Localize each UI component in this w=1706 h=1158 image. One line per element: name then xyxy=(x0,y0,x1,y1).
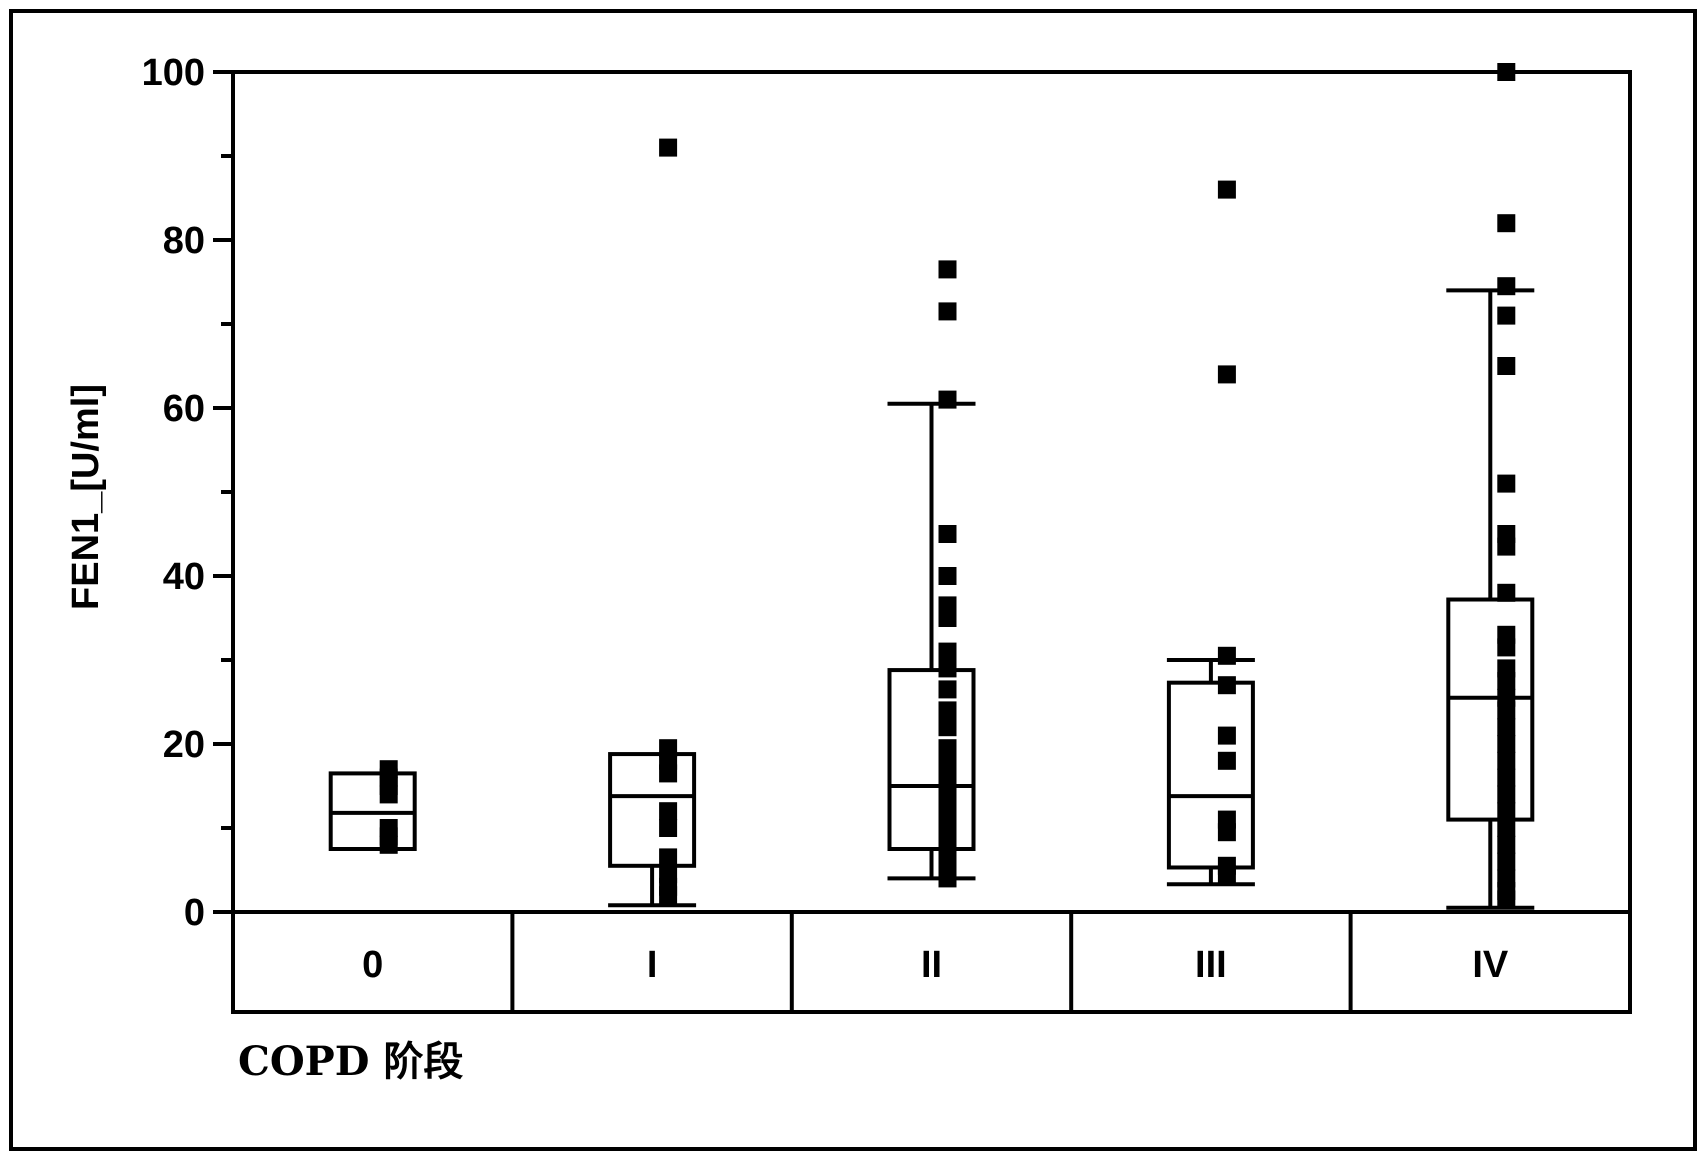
data-point xyxy=(659,764,677,782)
x-tick-label: III xyxy=(1195,944,1227,986)
data-point xyxy=(380,819,398,837)
x-axis: 0IIIIIIIV xyxy=(233,912,1630,1012)
data-point xyxy=(1497,890,1515,908)
box-iqr xyxy=(1169,683,1253,868)
data-point xyxy=(1497,638,1515,656)
box-iqr xyxy=(610,754,694,866)
data-point xyxy=(939,718,957,736)
data-point xyxy=(939,302,957,320)
y-tick-label: 60 xyxy=(163,388,205,430)
data-point xyxy=(1497,785,1515,803)
data-point xyxy=(939,567,957,585)
data-point xyxy=(659,802,677,820)
data-point xyxy=(1218,865,1236,883)
data-point xyxy=(1497,475,1515,493)
data-point xyxy=(1218,823,1236,841)
data-point xyxy=(939,525,957,543)
data-point xyxy=(939,260,957,278)
data-point xyxy=(1218,647,1236,665)
y-tick-label: 40 xyxy=(163,556,205,598)
data-point xyxy=(1218,676,1236,694)
data-point xyxy=(1497,672,1515,690)
data-point xyxy=(939,659,957,677)
data-point xyxy=(939,680,957,698)
y-tick-label: 0 xyxy=(184,892,205,934)
data-point xyxy=(1497,357,1515,375)
data-point xyxy=(659,848,677,866)
data-point xyxy=(1218,181,1236,199)
y-tick-label: 80 xyxy=(163,220,205,262)
data-point xyxy=(1218,752,1236,770)
box-iqr xyxy=(1448,600,1532,820)
data-point xyxy=(380,760,398,778)
data-point xyxy=(939,643,957,661)
data-point xyxy=(1497,701,1515,719)
y-tick-label: 20 xyxy=(163,724,205,766)
data-point xyxy=(1497,752,1515,770)
data-point xyxy=(1218,727,1236,745)
data-point xyxy=(659,139,677,157)
data-point xyxy=(1497,819,1515,837)
x-tick-label: I xyxy=(647,944,658,986)
data-point xyxy=(659,819,677,837)
y-axis-label: FEN1_[U/ml] xyxy=(65,384,107,610)
y-tick-label: 100 xyxy=(142,52,205,94)
data-point xyxy=(1497,63,1515,81)
x-tick-label: II xyxy=(921,944,942,986)
data-point xyxy=(1497,277,1515,295)
x-axis-label: COPD 阶段 xyxy=(238,1038,463,1085)
data-point xyxy=(1497,836,1515,854)
box-iqr xyxy=(890,670,974,849)
data-point xyxy=(1497,584,1515,602)
data-point xyxy=(939,752,957,770)
outer-frame xyxy=(11,11,1695,1149)
data-point xyxy=(939,844,957,862)
data-point xyxy=(1497,853,1515,871)
plot-area xyxy=(233,63,1630,912)
data-point xyxy=(939,391,957,409)
data-point xyxy=(939,869,957,887)
data-point xyxy=(1497,802,1515,820)
x-tick-label: 0 xyxy=(362,944,383,986)
data-point xyxy=(1497,718,1515,736)
x-tick-label: IV xyxy=(1472,944,1509,986)
data-point xyxy=(939,609,957,627)
data-point xyxy=(1497,769,1515,787)
data-point xyxy=(659,886,677,904)
data-point xyxy=(939,701,957,719)
data-point xyxy=(1497,538,1515,556)
data-point xyxy=(1497,214,1515,232)
data-point xyxy=(1497,735,1515,753)
data-point xyxy=(1497,307,1515,325)
y-axis: 0 20 40 60 80 100 xyxy=(142,52,233,934)
data-point xyxy=(1218,365,1236,383)
